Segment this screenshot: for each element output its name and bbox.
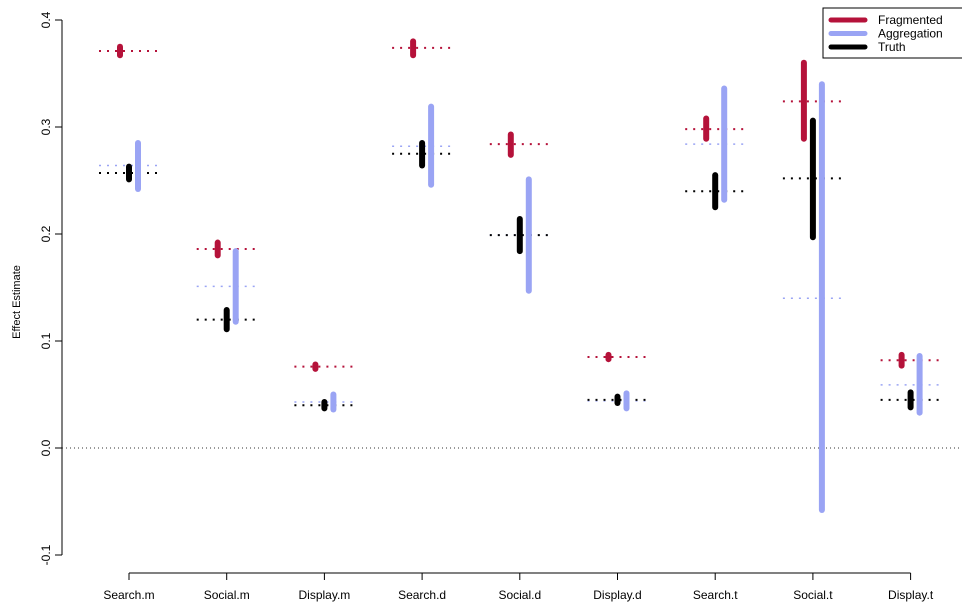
x-tick-label: Social.d — [498, 588, 541, 602]
estimate-lines — [99, 46, 941, 407]
y-axis-label: Effect Estimate — [11, 265, 23, 339]
y-tick-label: 0.4 — [39, 11, 53, 28]
x-tick-label: Display.d — [593, 588, 641, 602]
x-tick-label: Search.m — [103, 588, 154, 602]
y-tick-label: 0.0 — [39, 439, 53, 456]
tick-labels: -0.1 0.0 0.1 0.2 0.3 0.4 Search.m Social.m Displ… — [39, 11, 934, 602]
legend-label-truth: Truth — [878, 40, 906, 54]
legend-label-aggregation: Aggregation — [878, 27, 943, 41]
y-tick-label: 0.2 — [39, 225, 53, 242]
x-tick-label: Display.t — [888, 588, 934, 602]
x-tick-label: Display.m — [299, 588, 351, 602]
axes — [55, 19, 912, 580]
y-tick-label: 0.1 — [39, 332, 53, 349]
x-tick-label: Search.t — [693, 588, 738, 602]
interval-bars — [117, 38, 923, 514]
x-tick-label: Social.t — [793, 588, 833, 602]
x-tick-label: Search.d — [398, 588, 446, 602]
legend-label-fragmented: Fragmented — [878, 13, 943, 27]
y-tick-label: -0.1 — [39, 544, 53, 565]
x-tick-label: Social.m — [204, 588, 250, 602]
y-tick-label: 0.3 — [39, 118, 53, 135]
